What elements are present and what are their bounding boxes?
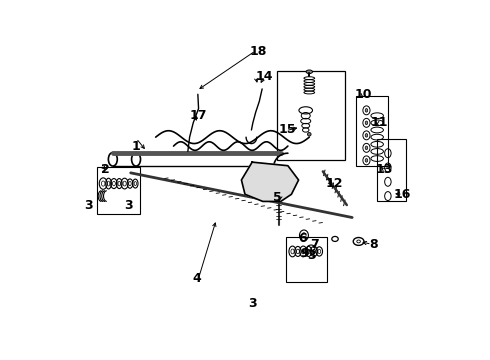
Bar — [97, 167, 140, 214]
Text: 15: 15 — [278, 123, 296, 136]
Text: 6: 6 — [298, 233, 306, 246]
Bar — [277, 71, 345, 160]
Text: 18: 18 — [249, 45, 267, 58]
Text: 3: 3 — [307, 248, 316, 261]
Bar — [286, 237, 327, 282]
Text: 7: 7 — [310, 238, 319, 251]
Text: 13: 13 — [376, 163, 393, 176]
Bar — [356, 96, 388, 166]
Text: 12: 12 — [325, 177, 343, 190]
Ellipse shape — [365, 158, 368, 162]
Text: 11: 11 — [370, 116, 388, 129]
Text: 5: 5 — [273, 192, 282, 204]
Text: 3: 3 — [124, 198, 133, 212]
Ellipse shape — [308, 132, 311, 136]
Text: 14: 14 — [256, 70, 273, 83]
Bar — [377, 139, 406, 202]
Ellipse shape — [281, 191, 284, 194]
Text: 3: 3 — [248, 297, 256, 310]
Ellipse shape — [365, 146, 368, 150]
Text: 1: 1 — [132, 140, 141, 153]
Text: 2: 2 — [101, 163, 110, 176]
Ellipse shape — [365, 109, 368, 112]
Text: 16: 16 — [393, 188, 411, 201]
Text: 10: 10 — [354, 88, 371, 101]
Ellipse shape — [365, 121, 368, 125]
Text: 9: 9 — [301, 247, 309, 260]
Text: 8: 8 — [369, 238, 378, 251]
Ellipse shape — [306, 70, 313, 73]
Polygon shape — [242, 162, 298, 202]
Ellipse shape — [252, 191, 256, 194]
Text: 3: 3 — [84, 198, 93, 212]
Ellipse shape — [365, 134, 368, 137]
Text: 17: 17 — [189, 109, 207, 122]
Text: 4: 4 — [193, 272, 201, 285]
